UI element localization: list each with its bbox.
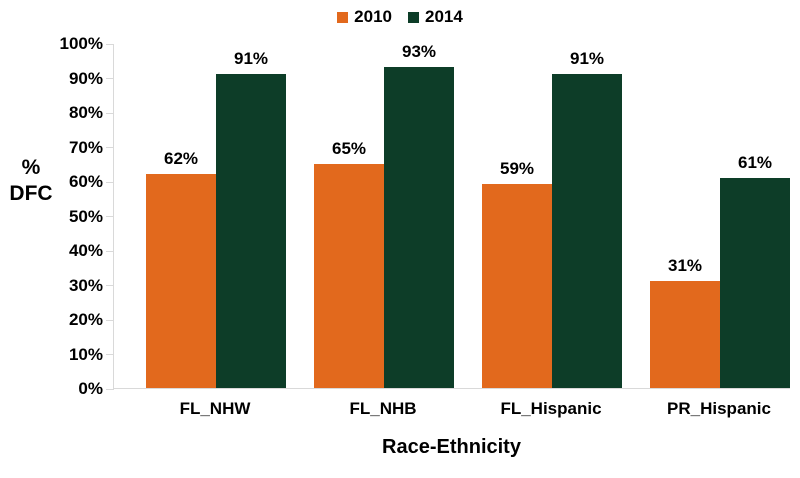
bar-2014-PR_Hispanic [720,177,790,388]
legend-swatch-icon [408,11,419,23]
y-tick-mark [106,43,114,45]
plot-area: 62% 91% 65% 93% 59% 91% 31% 61% [113,42,790,389]
y-tick-label: 30% [68,275,103,295]
y-tick-label: 90% [68,68,103,88]
bar-2014-FL_NHB [384,67,454,388]
x-category-label: FL_NHW [179,399,251,418]
y-tick-mark [106,112,114,114]
y-tick-mark [106,181,114,183]
x-axis-title: Race-Ethnicity [382,436,521,458]
y-tick-label: 70% [68,137,103,157]
legend-label: 2010 [354,7,392,26]
y-tick-label: 100% [59,34,103,53]
bar-value-label: 93% [401,42,437,62]
y-tick-label: 0% [78,379,103,398]
x-category-label: PR_Hispanic [667,399,771,418]
bar-2014-FL_Hispanic [552,74,622,388]
x-category-label: FL_Hispanic [500,399,602,418]
bar-2010-FL_Hispanic [482,184,552,388]
y-tick-label: 50% [68,206,103,226]
bar-value-label: 59% [499,159,535,179]
y-tick-mark [106,250,114,252]
legend-item-2014: 2014 [408,7,463,27]
y-tick-mark [106,216,114,217]
y-tick-mark [106,388,114,390]
y-axis-title-line: DFC [9,181,53,205]
bar-value-label: 31% [667,256,703,276]
bar-value-label: 91% [569,49,605,69]
bar-2010-FL_NHB [314,163,384,388]
y-tick-mark [106,285,114,286]
legend-item-2010: 2010 [337,7,392,27]
y-tick-mark [106,319,114,321]
y-axis-title: % DFC [4,155,58,206]
legend-swatch-icon [337,11,349,23]
bar-2010-PR_Hispanic [650,281,720,388]
y-tick-label: 60% [68,172,103,191]
bar-2010-FL_NHW [146,174,216,388]
legend-label: 2014 [425,7,463,26]
y-tick-label: 20% [68,310,103,329]
y-tick-mark [106,354,114,355]
y-tick-mark [106,78,114,79]
bar-2014-FL_NHW [216,74,286,388]
y-tick-label: 40% [68,241,103,260]
bar-value-label: 61% [737,152,773,172]
bar-value-label: 91% [233,49,269,69]
y-tick-label: 80% [68,103,103,122]
chart-legend: 2010 2014 [0,7,800,27]
bar-value-label: 65% [331,138,367,158]
bar-value-label: 62% [163,149,199,169]
x-category-label: FL_NHB [349,399,417,418]
y-tick-label: 10% [68,344,103,364]
y-axis-title-line: % [21,156,41,179]
y-tick-mark [106,147,114,148]
